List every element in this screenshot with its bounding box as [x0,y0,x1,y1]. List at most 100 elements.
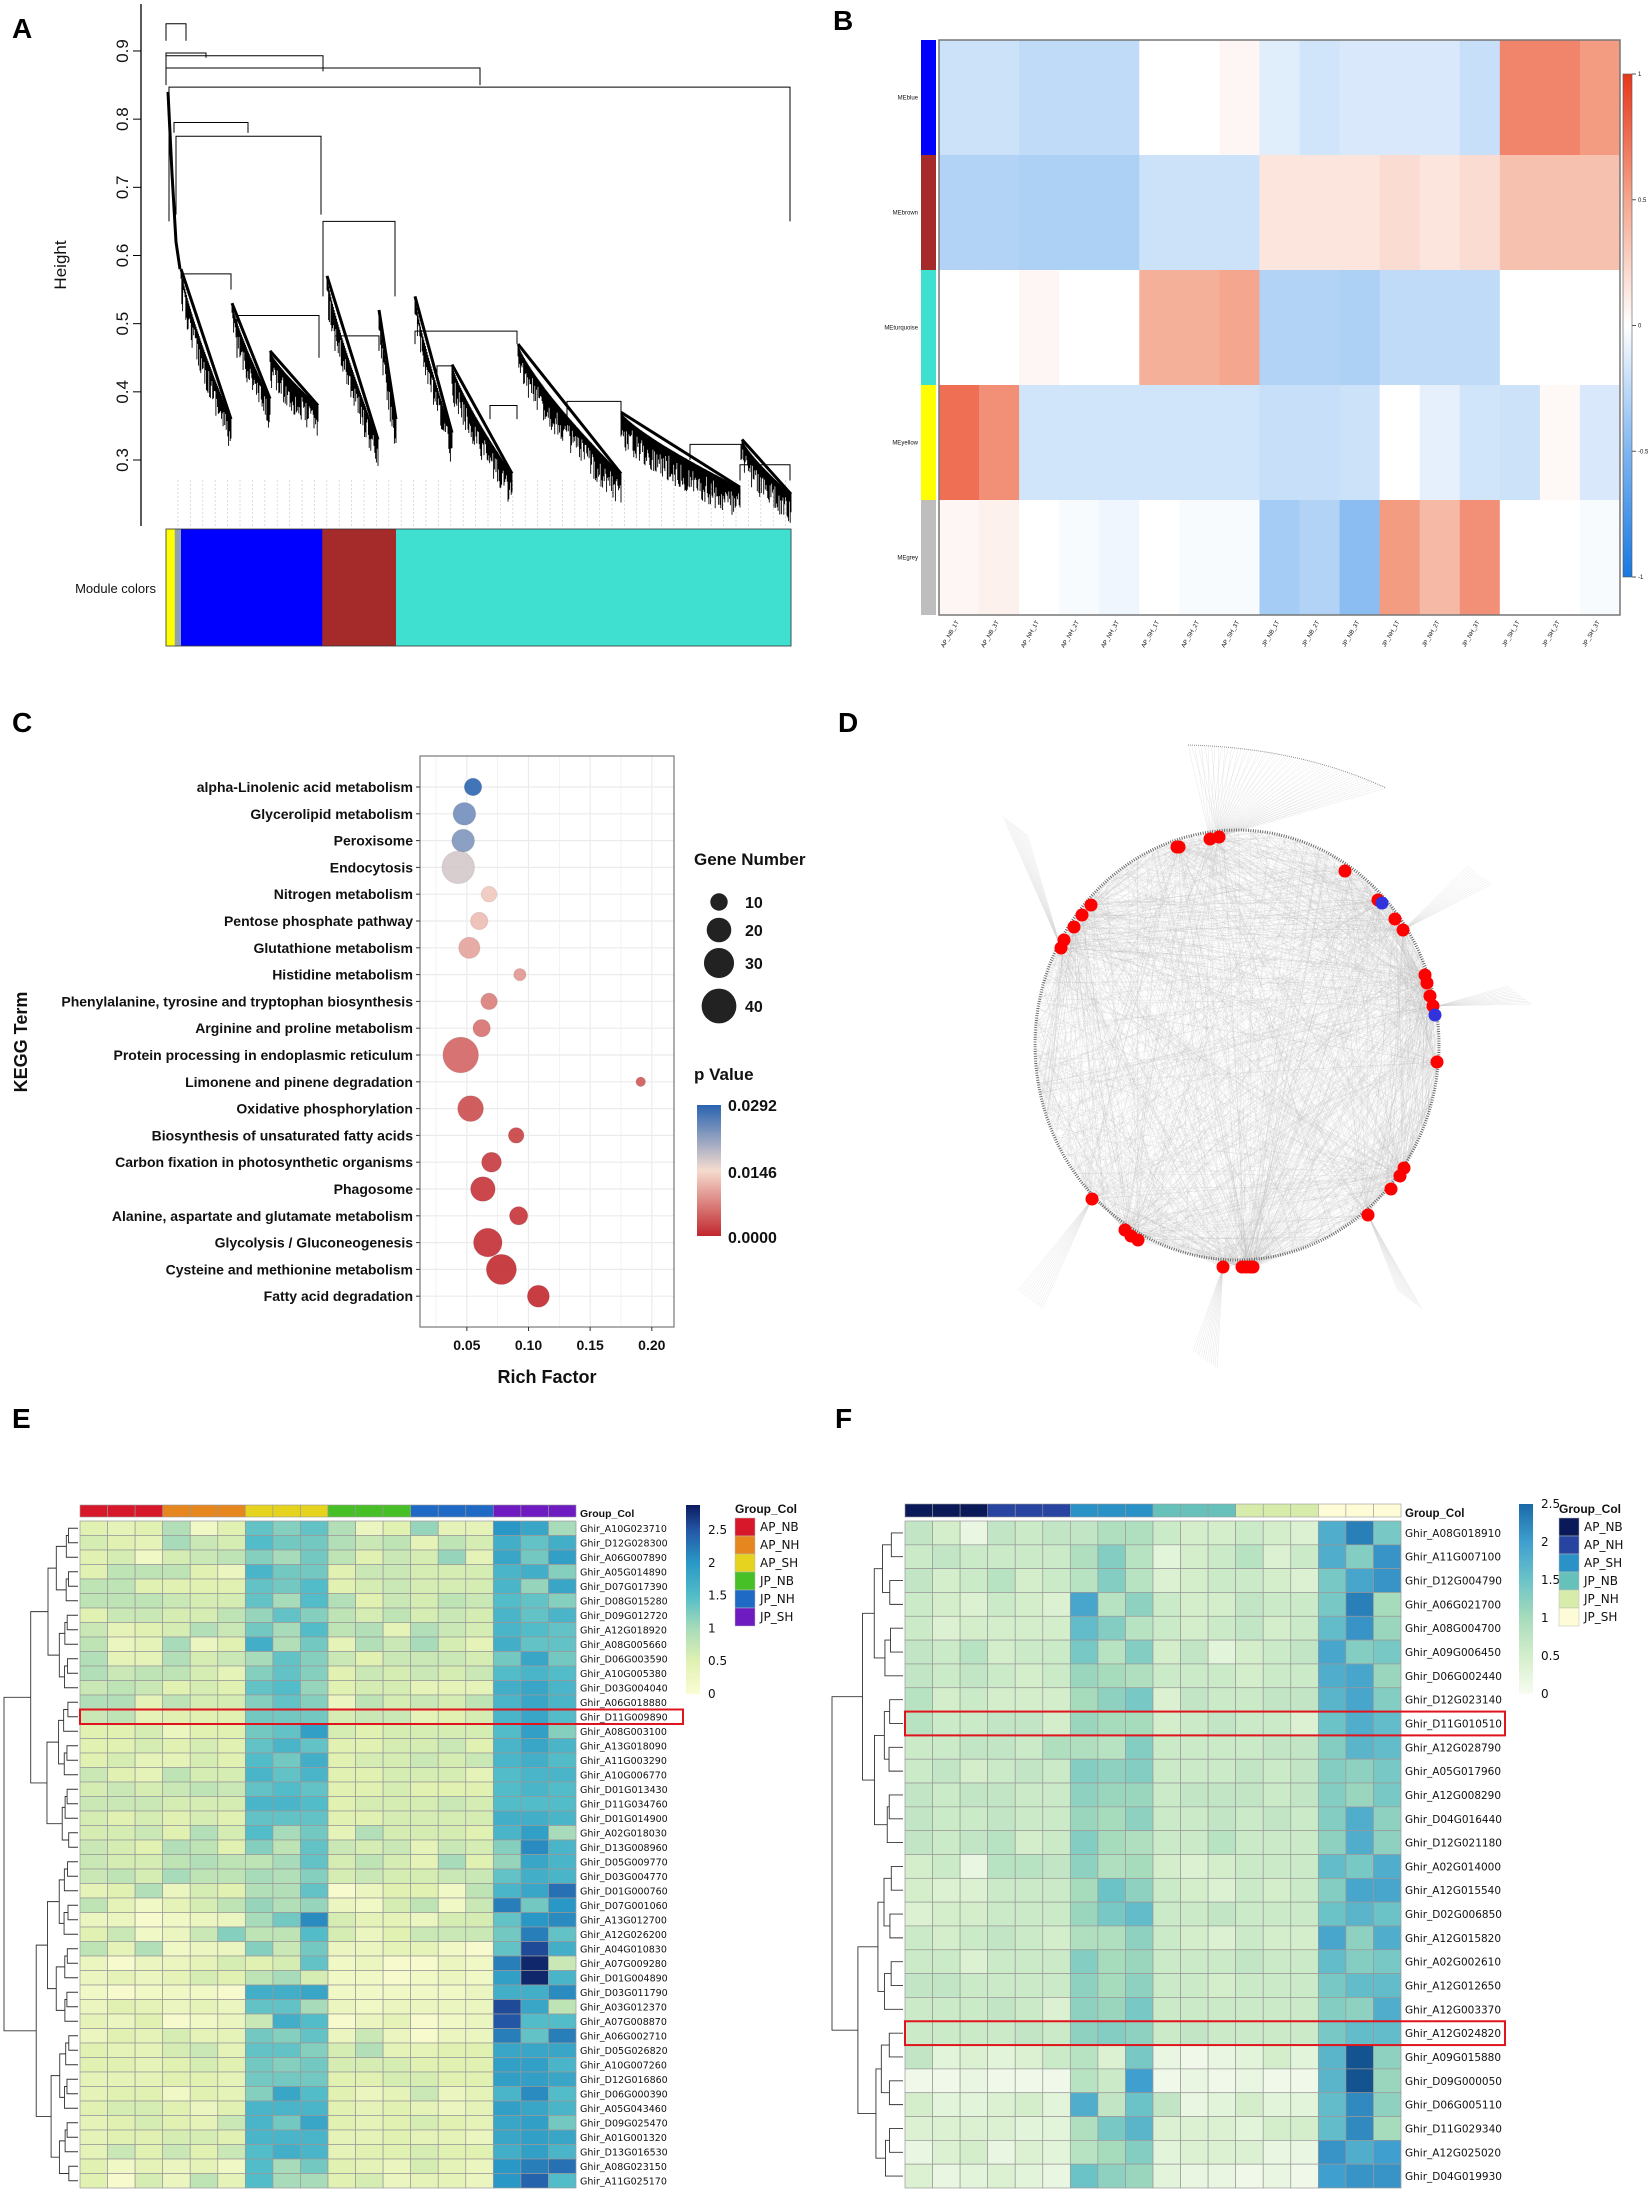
row-dendrogram-branch [888,2080,903,2106]
heatmap-cell [327,1883,356,1899]
heatmap-cell [1180,1520,1209,1546]
heatmap-cell [189,1535,219,1551]
heatmap-cell [904,2163,933,2189]
heatmap-cell [465,1694,494,1710]
dendrogram-merge [165,67,481,86]
row-dendrogram-branch [63,1709,78,1732]
heatmap-cell [1259,270,1300,386]
heatmap-cell [1262,1925,1292,1951]
module-color-strip [921,40,936,155]
heatmap-cell [959,2116,989,2141]
heatmap-cell [1539,40,1581,156]
heatmap-cell [1262,2092,1292,2117]
heatmap-cell [492,2100,522,2116]
kegg-term-label: Arginine and proline metabolism [195,1020,413,1036]
row-dendrogram-branch [890,1865,903,1891]
heatmap-cell [1125,2044,1154,2070]
heatmap-cell [272,1796,301,1812]
heatmap-cell [1499,40,1541,156]
row-dendrogram-branch [66,1745,78,1761]
group-legend-label: AP_SH [760,1556,798,1570]
heatmap-cell [1014,1615,1044,1641]
heatmap-cell [520,1636,549,1652]
x-axis-label: Rich Factor [497,1367,596,1387]
size-legend-title: Gene Number [694,850,806,869]
size-legend-bubble [701,988,737,1024]
heatmap-cell [162,1999,191,2015]
row-dendrogram-branch [884,1639,903,1677]
heatmap-cell [79,1607,108,1623]
heatmap-cell [1069,1758,1099,1784]
heatmap-cell [134,2086,164,2102]
heatmap-cell [189,1549,219,1565]
heatmap-cell [959,1592,989,1617]
row-dendrogram-branch [873,1568,885,1659]
heatmap-cell [520,1854,549,1870]
heatmap-cell [437,1767,467,1783]
heatmap-cell [134,1941,164,1957]
group-col-label: Group_Col [580,1508,634,1520]
heatmap-cell [1152,1615,1181,1641]
heatmap-cell [1339,40,1381,156]
heatmap-cell [465,1665,494,1681]
group-annotation-cell [134,1504,163,1518]
heatmap-cell [492,1810,522,1826]
heatmap-cell [327,1970,356,1986]
heatmap-cell [162,2115,191,2131]
heatmap-cell [904,1592,933,1617]
heatmap-cell [382,1984,412,2000]
heatmap-cell [520,1709,549,1725]
heatmap-cell [1139,500,1180,616]
hub-node [1338,864,1352,878]
heatmap-cell [1019,385,1060,501]
heatmap-cell [382,1549,412,1565]
dendrogram-merge [165,55,324,72]
heatmap-cell [548,1549,577,1565]
gene-label: Ghir_A06G002710 [580,2031,667,2042]
heatmap-cell [244,1883,274,1899]
heatmap-cell [1014,1735,1044,1760]
heatmap-cell [79,2115,108,2131]
heatmap-cell [327,1810,356,1826]
heatmap-cell [1373,1949,1402,1974]
heatmap-cell [1373,2092,1402,2117]
group-annotation-cell [1318,1503,1347,1518]
heatmap-cell [1290,2068,1319,2094]
enrichment-bubble [441,850,475,885]
gene-label: Ghir_D12G016860 [580,2075,668,2086]
panel-labels: A BC DE F [12,5,858,1434]
row-dendrogram-branch [58,1632,65,1678]
heatmap-cell [548,1941,577,1957]
heatmap-cell [300,2086,329,2102]
heatmap-cell [904,1901,933,1927]
heatmap-cell [244,1854,274,1870]
heatmap-cell [1014,1949,1044,1974]
heatmap-cell [272,1984,301,2000]
heatmap-cell [244,1593,274,1609]
heatmap-cell [1180,1973,1209,1998]
heatmap-cell [904,1520,933,1546]
heatmap-cell [987,1711,1016,1736]
panel-f-expression-heatmap: Group_ColGhir_A08G018910Ghir_A11G007100G… [831,1497,1623,2189]
heatmap-cell [1419,155,1461,271]
gene-label: Ghir_A12G028790 [1405,1742,1501,1754]
heatmap-cell [1345,1830,1374,1855]
heatmap-cell [162,2086,191,2102]
heatmap-cell [382,1854,412,1870]
heatmap-cell [1262,1663,1292,1689]
heatmap-cell [1014,2020,1044,2046]
enrichment-bubble [509,1206,529,1226]
heatmap-cell [134,1999,164,2015]
heatmap-cell [107,1796,136,1812]
dendrogram-leaves [414,296,453,462]
heatmap-cell [327,1781,356,1797]
heatmap-cell [1373,1544,1402,1569]
heatmap-cell [272,1665,301,1681]
heatmap-cell [162,1854,191,1870]
heatmap-cell [492,1651,522,1667]
heatmap-cell [382,1897,412,1913]
heatmap-cell [107,2115,136,2131]
heatmap-cell [1180,1735,1209,1760]
heatmap-cell [1235,1854,1264,1879]
kegg-term-label: Pentose phosphate pathway [224,913,413,929]
